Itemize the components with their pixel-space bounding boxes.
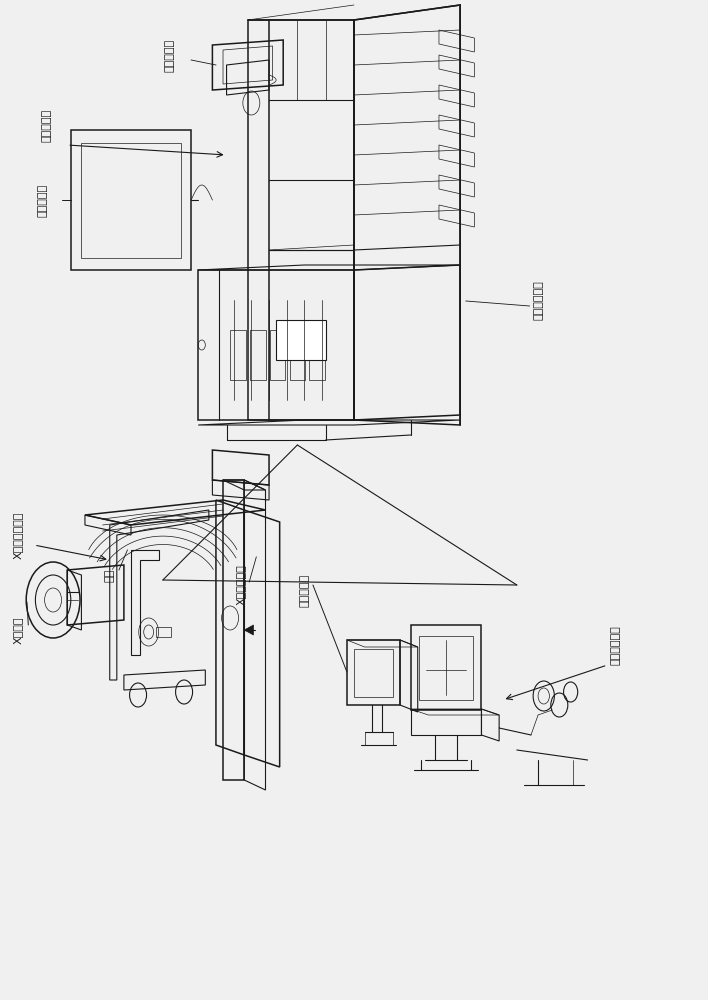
Text: 远程操作框: 远程操作框: [41, 108, 51, 142]
Bar: [411, 709, 481, 735]
Bar: [419, 636, 473, 700]
Bar: [290, 330, 305, 380]
Text: 透视监视器: 透视监视器: [165, 38, 175, 72]
Bar: [411, 625, 481, 710]
Bar: [270, 330, 285, 380]
Bar: [347, 640, 400, 705]
Text: X射线管: X射线管: [13, 616, 23, 644]
Bar: [71, 130, 191, 270]
Text: 透视监视器: 透视监视器: [299, 573, 309, 607]
Text: X射线检测器: X射线检测器: [236, 565, 246, 605]
Text: 系统监视器: 系统监视器: [38, 183, 47, 217]
Bar: [156, 627, 171, 637]
Text: 近距离操作框: 近距离操作框: [611, 625, 621, 665]
Bar: [354, 649, 393, 697]
Text: X射线诊断装置: X射线诊断装置: [13, 511, 23, 559]
Bar: [276, 320, 326, 360]
Text: 图像处理装置: 图像处理装置: [533, 280, 543, 320]
Bar: [230, 330, 246, 380]
Text: 台面: 台面: [105, 568, 115, 582]
Bar: [250, 330, 266, 380]
Bar: [309, 330, 325, 380]
Polygon shape: [244, 625, 253, 635]
Bar: [81, 143, 181, 258]
